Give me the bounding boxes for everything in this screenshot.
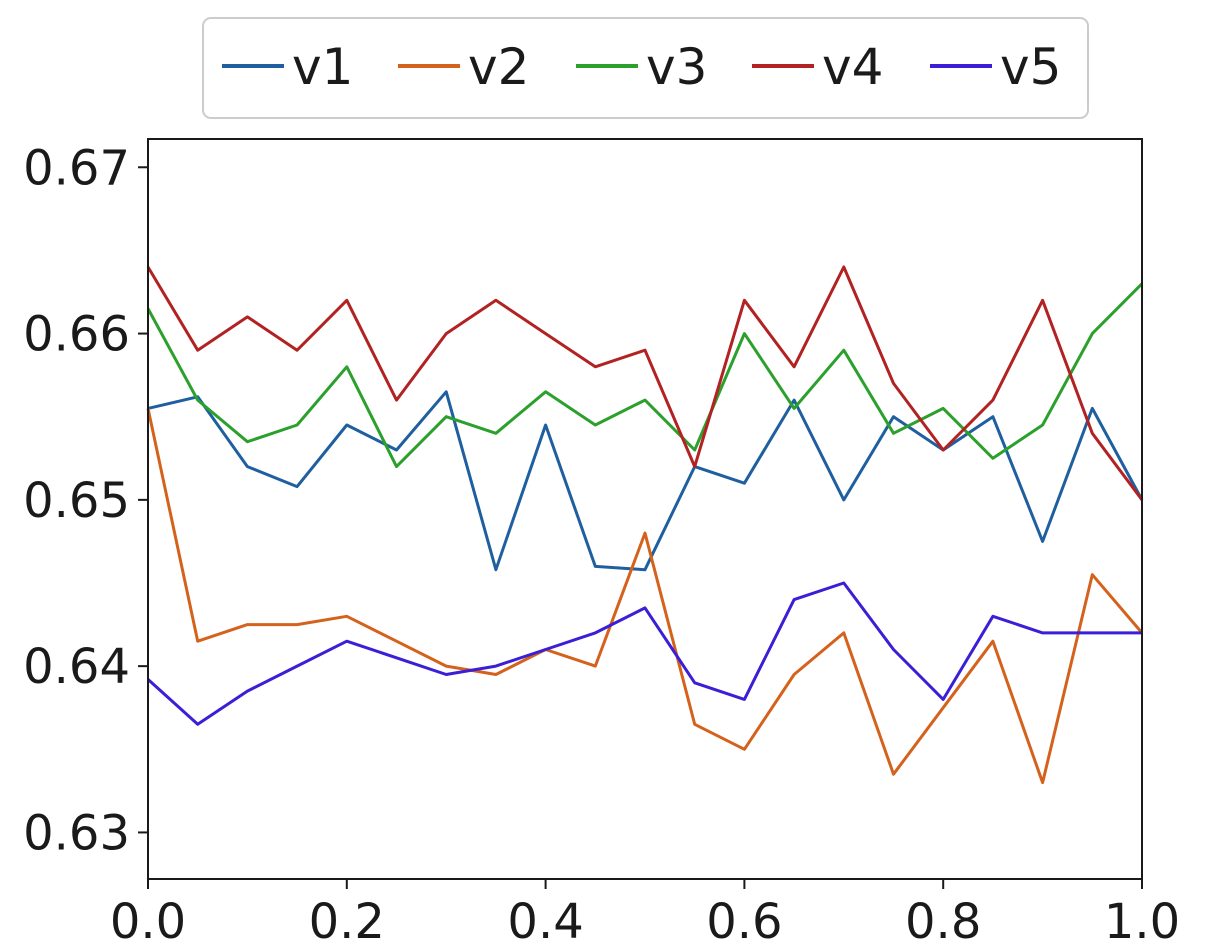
plot-lines (146, 265, 1144, 785)
legend-label-v2: v2 (468, 38, 529, 96)
series-line-v4 (146, 265, 1144, 501)
y-tick-label: 0.64 (23, 639, 130, 695)
legend-items: v1 v2 v3 v4 v5 (222, 38, 1061, 96)
y-tick-label: 0.66 (23, 307, 130, 363)
x-tick-label: 0.4 (507, 894, 583, 950)
legend-label-v4: v4 (822, 38, 883, 96)
plot-frame (147, 138, 1143, 880)
series-line-v3 (146, 282, 1144, 469)
x-axis: 0.0 0.2 0.4 0.6 0.8 1.0 (110, 879, 1180, 950)
y-axis: 0.63 0.64 0.65 0.66 0.67 (23, 140, 148, 861)
x-tick-label: 1.0 (1104, 894, 1180, 950)
legend-label-v3: v3 (646, 38, 707, 96)
y-tick-label: 0.63 (23, 805, 130, 861)
series-line-v2 (146, 408, 1144, 785)
series-line-v1 (147, 390, 1144, 572)
legend-label-v5: v5 (1000, 38, 1061, 96)
x-tick-label: 0.2 (309, 894, 385, 950)
x-tick-label: 0.6 (706, 894, 782, 950)
legend-frame (202, 17, 1089, 119)
legend: v1 v2 v3 v4 v5 (202, 17, 1089, 119)
y-tick-label: 0.65 (23, 473, 130, 529)
legend-label-v1: v1 (292, 38, 353, 96)
series-line-v5 (146, 581, 1142, 726)
x-tick-label: 0.8 (905, 894, 981, 950)
y-tick-label: 0.67 (23, 140, 130, 196)
x-tick-label: 0.0 (110, 894, 186, 950)
